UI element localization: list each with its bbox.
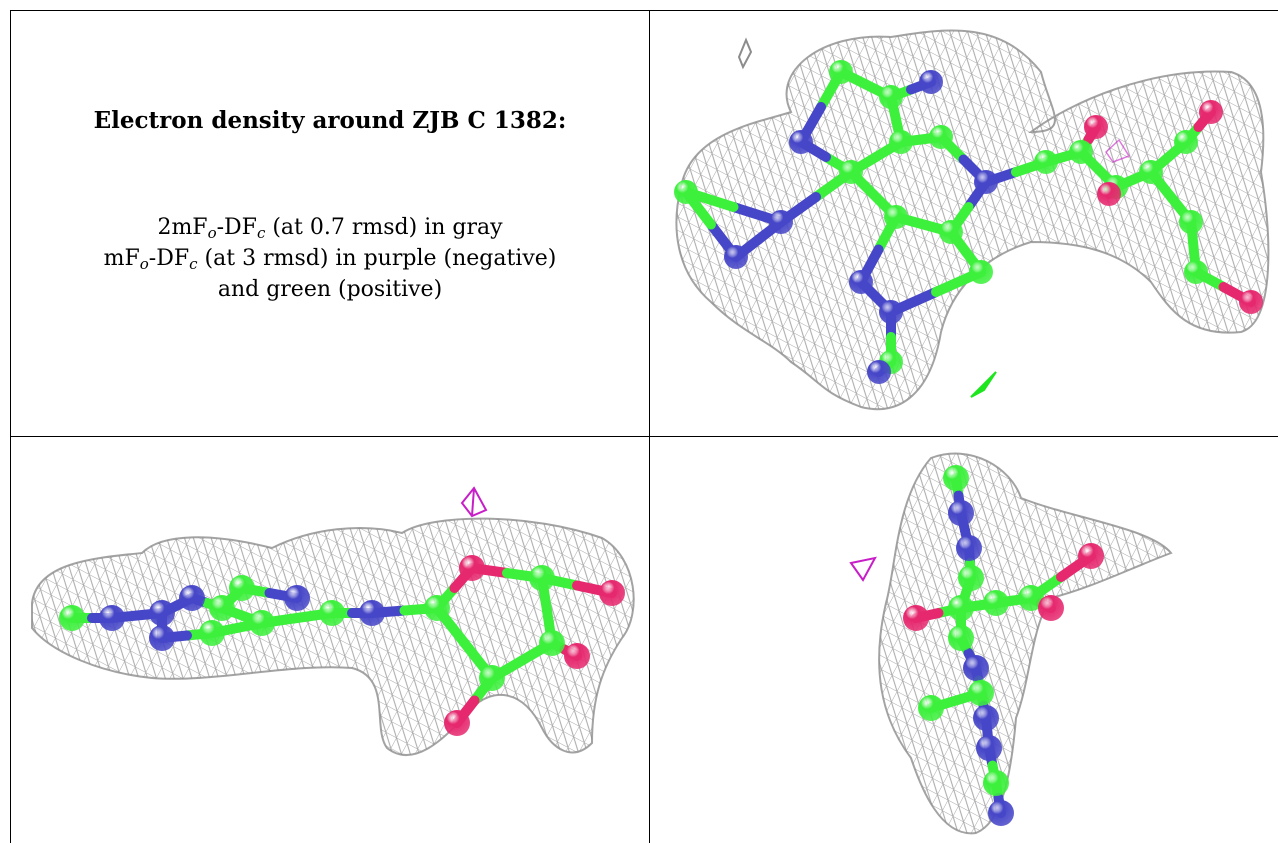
carbon-atom <box>948 595 974 621</box>
carbon-atom <box>319 600 345 626</box>
table-divider-vertical <box>649 10 650 843</box>
caption-line-fo-dfc: mFo-DFc (at 3 rmsd) in purple (negative) <box>103 246 557 273</box>
carbon-atom <box>59 605 85 631</box>
oxygen-atom <box>1239 290 1263 314</box>
carbon-atom <box>918 695 944 721</box>
nitrogen-atom <box>284 585 310 611</box>
negative-density-blob <box>1105 138 1131 163</box>
carbon-atom <box>943 465 969 491</box>
nitrogen-atom <box>359 600 385 626</box>
table-border-left <box>10 10 11 843</box>
carbon-atom <box>539 630 565 656</box>
nitrogen-atom <box>919 70 943 94</box>
nitrogen-atom <box>867 360 891 384</box>
negative-density-blob <box>849 556 877 582</box>
oxygen-atom <box>1038 595 1064 621</box>
carbon-atom <box>479 665 505 691</box>
carbon-atom <box>1069 140 1093 164</box>
table-divider-horizontal <box>10 436 1278 437</box>
nitrogen-atom <box>976 735 1002 761</box>
oxygen-atom <box>444 710 470 736</box>
top-view-molecule <box>674 29 1270 411</box>
oxygen-atom <box>1097 182 1121 206</box>
carbon-atom <box>983 770 1009 796</box>
oxygen-atom <box>903 605 929 631</box>
nitrogen-atom <box>179 585 205 611</box>
carbon-atom <box>1174 130 1198 154</box>
nitrogen-atom <box>963 655 989 681</box>
edge-view-panel <box>651 438 1278 843</box>
carbon-atom <box>1184 260 1208 284</box>
nitrogen-atom <box>724 245 748 269</box>
caption-description: 2mFo-DFc (at 0.7 rmsd) in gray mFo-DFc (… <box>12 212 648 305</box>
carbon-atom <box>879 85 903 109</box>
oxygen-atom <box>564 643 590 669</box>
oxygen-atom <box>1199 100 1223 124</box>
side-view-panel <box>12 438 648 843</box>
caption-title: Electron density around ZJB C 1382: <box>93 107 567 134</box>
oxygen-atom <box>1078 543 1104 569</box>
side-view-molecule <box>31 486 635 757</box>
oxygen-atom <box>1084 115 1108 139</box>
nitrogen-atom <box>149 600 175 626</box>
caption-cell: Electron density around ZJB C 1382: 2mFo… <box>12 12 648 434</box>
nitrogen-atom <box>956 535 982 561</box>
nitrogen-atom <box>789 130 813 154</box>
nitrogen-atom <box>988 800 1014 826</box>
caption-line-positive: and green (positive) <box>217 277 443 302</box>
electron-density-mesh <box>675 29 1270 411</box>
carbon-atom <box>1139 160 1163 184</box>
carbon-atom <box>969 260 993 284</box>
carbon-atom <box>1179 210 1203 234</box>
carbon-atom <box>424 595 450 621</box>
carbon-atom <box>929 125 953 149</box>
carbon-atom <box>229 575 255 601</box>
carbon-atom <box>889 130 913 154</box>
electron-density-mesh <box>878 452 1173 835</box>
nitrogen-atom <box>849 270 873 294</box>
carbon-atom <box>958 565 984 591</box>
positive-density-blob <box>970 371 997 398</box>
edge-view-molecule <box>849 452 1173 835</box>
oxygen-atom <box>459 555 485 581</box>
nitrogen-atom <box>879 300 903 324</box>
nitrogen-atom <box>149 625 175 651</box>
oxygen-atom <box>599 580 625 606</box>
carbon-atom <box>829 60 853 84</box>
carbon-atom <box>839 160 863 184</box>
nitrogen-atom <box>974 170 998 194</box>
carbon-atom <box>1034 150 1058 174</box>
carbon-atom <box>884 205 908 229</box>
caption-line-2fo-dfc: 2mFo-DFc (at 0.7 rmsd) in gray <box>157 215 503 242</box>
carbon-atom <box>939 220 963 244</box>
nitrogen-atom <box>973 705 999 731</box>
carbon-atom <box>968 680 994 706</box>
nitrogen-atom <box>948 500 974 526</box>
table-border-top <box>10 10 1278 11</box>
carbon-atom <box>249 610 275 636</box>
negative-density-blob <box>460 486 488 518</box>
carbon-atom <box>948 625 974 651</box>
carbon-atom <box>209 595 235 621</box>
carbon-atom <box>199 620 225 646</box>
carbon-atom <box>674 180 698 204</box>
top-view-panel <box>651 12 1278 435</box>
nitrogen-atom <box>99 605 125 631</box>
density-fragment <box>737 37 753 70</box>
carbon-atom <box>529 565 555 591</box>
nitrogen-atom <box>769 210 793 234</box>
carbon-atom <box>983 590 1009 616</box>
carbon-atom <box>1018 585 1044 611</box>
